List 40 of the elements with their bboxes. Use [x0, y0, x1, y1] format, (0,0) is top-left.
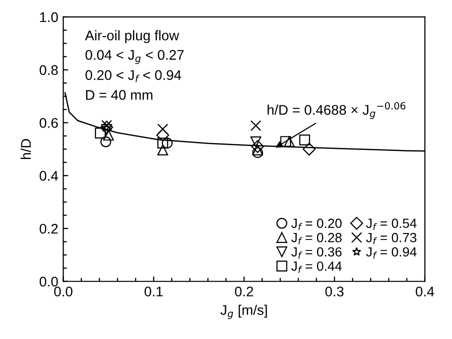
legend-label: J$_{f}$ = 0.28 [291, 232, 342, 244]
annotation: D = 40 mm [86, 90, 152, 100]
point [162, 138, 173, 148]
point [299, 134, 310, 146]
y-tick-label: 1.0 [40, 12, 58, 22]
annotation: h/D = 0.4688 × J$_{g}$$^{−0.06}$ [268, 102, 406, 119]
point [100, 120, 114, 134]
point [302, 142, 316, 156]
point [157, 138, 168, 148]
x-tick-label: 0.3 [325, 286, 344, 296]
point [94, 128, 106, 138]
point [157, 124, 168, 134]
y-tick-label: 0.4 [40, 170, 58, 181]
y-tick-label: 0.0 [40, 276, 58, 287]
point [280, 136, 292, 147]
y-tick-label: 0.6 [40, 118, 58, 128]
x-tick-label: 0.0 [54, 286, 72, 296]
point [100, 136, 112, 148]
point [157, 144, 168, 156]
annotation: 0.04 < J$_{g}$ < 0.27 [86, 50, 184, 64]
x-axis-title: J$_{g}$ [m/s] [220, 304, 267, 320]
annotation: 0.20 < J$_{f}$ < 0.94 [86, 70, 182, 82]
legend-label: J$_{f}$ = 0.20 [291, 218, 342, 230]
y-tick-label: 0.8 [40, 65, 58, 76]
legend-label: J$_{f}$ = 0.94 [366, 247, 417, 259]
legend-label: J$_{f}$ = 0.54 [366, 218, 417, 230]
point [252, 144, 264, 156]
legend-label: J$_{f}$ = 0.44 [291, 261, 342, 273]
point [251, 140, 264, 153]
point [252, 147, 264, 158]
y-axis-title: h/D [20, 139, 31, 160]
point [250, 120, 262, 132]
annotation: Air-oil plug flow [85, 30, 180, 44]
legend-label: J$_{f}$ = 0.36 [291, 247, 342, 259]
legend-label: J$_{f}$ = 0.73 [366, 232, 416, 244]
x-tick-label: 0.4 [416, 286, 434, 296]
x-tick-label: 0.1 [144, 286, 163, 296]
point [250, 136, 262, 148]
y-tick-label: 0.2 [40, 224, 58, 234]
x-tick-label: 0.2 [234, 286, 254, 296]
